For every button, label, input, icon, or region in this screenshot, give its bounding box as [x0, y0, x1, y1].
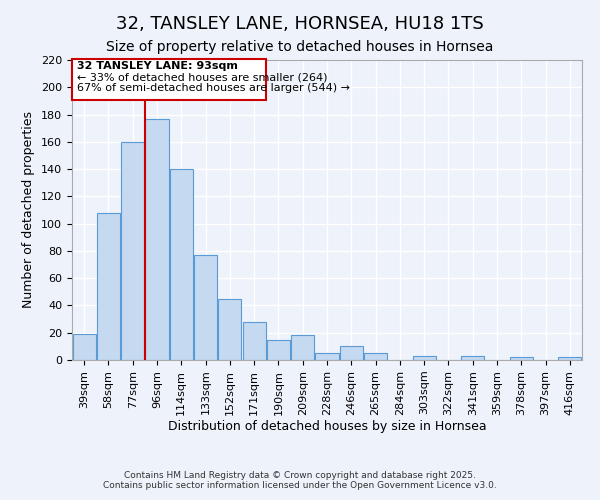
- Bar: [291, 336, 314, 360]
- Bar: [461, 356, 484, 360]
- X-axis label: Distribution of detached houses by size in Hornsea: Distribution of detached houses by size …: [167, 420, 487, 434]
- Text: 32 TANSLEY LANE: 93sqm: 32 TANSLEY LANE: 93sqm: [77, 62, 238, 72]
- Bar: [170, 169, 193, 360]
- FancyBboxPatch shape: [73, 58, 266, 100]
- Bar: [340, 346, 363, 360]
- Bar: [413, 356, 436, 360]
- Bar: [73, 334, 95, 360]
- Bar: [218, 298, 241, 360]
- Text: 67% of semi-detached houses are larger (544) →: 67% of semi-detached houses are larger (…: [77, 83, 350, 93]
- Bar: [510, 358, 533, 360]
- Bar: [145, 118, 169, 360]
- Text: Contains HM Land Registry data © Crown copyright and database right 2025.
Contai: Contains HM Land Registry data © Crown c…: [103, 470, 497, 490]
- Bar: [242, 322, 266, 360]
- Text: 32, TANSLEY LANE, HORNSEA, HU18 1TS: 32, TANSLEY LANE, HORNSEA, HU18 1TS: [116, 15, 484, 33]
- Bar: [267, 340, 290, 360]
- Bar: [194, 255, 217, 360]
- Bar: [97, 212, 120, 360]
- Bar: [559, 358, 581, 360]
- Y-axis label: Number of detached properties: Number of detached properties: [22, 112, 35, 308]
- Text: ← 33% of detached houses are smaller (264): ← 33% of detached houses are smaller (26…: [77, 72, 328, 83]
- Bar: [121, 142, 144, 360]
- Bar: [316, 353, 338, 360]
- Text: Size of property relative to detached houses in Hornsea: Size of property relative to detached ho…: [106, 40, 494, 54]
- Bar: [364, 353, 387, 360]
